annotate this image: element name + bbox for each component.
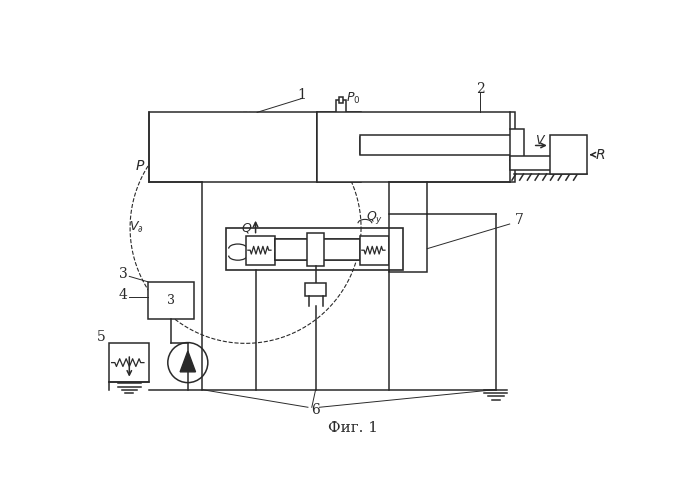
Text: 3: 3	[167, 294, 175, 306]
Text: 6: 6	[311, 404, 320, 417]
Bar	[275, 252, 360, 260]
Text: $P$: $P$	[135, 160, 145, 173]
Bar	[550, 136, 587, 174]
Bar	[361, 137, 513, 154]
Bar	[389, 214, 427, 272]
Bar	[109, 344, 149, 382]
Text: Фиг. 1: Фиг. 1	[327, 421, 378, 435]
Bar	[360, 236, 389, 265]
Bar	[361, 136, 513, 156]
Text: $V_{\partial}$: $V_{\partial}$	[129, 220, 144, 236]
Text: 2: 2	[476, 82, 485, 96]
Bar	[305, 284, 326, 296]
Bar	[149, 112, 317, 182]
Bar	[317, 112, 515, 182]
Bar	[226, 228, 403, 270]
Bar	[338, 97, 343, 103]
Bar	[246, 236, 275, 265]
Bar	[317, 112, 361, 182]
Bar	[275, 238, 360, 260]
Text: $P_0$: $P_0$	[346, 91, 361, 106]
Text: $Q_y$: $Q_y$	[365, 210, 383, 226]
Text: 5: 5	[97, 330, 106, 344]
Text: 3: 3	[119, 267, 127, 281]
Text: $R$: $R$	[595, 148, 605, 162]
Bar	[510, 156, 573, 170]
Text: $V$: $V$	[535, 134, 546, 146]
Polygon shape	[180, 351, 195, 372]
Text: 4: 4	[119, 288, 127, 302]
Bar	[307, 233, 324, 266]
Text: 7: 7	[515, 213, 524, 227]
Bar	[336, 100, 347, 114]
Text: $Q$: $Q$	[241, 221, 252, 235]
Bar	[275, 238, 360, 246]
Bar	[148, 282, 194, 319]
Bar	[510, 130, 524, 160]
Text: 1: 1	[297, 88, 306, 102]
